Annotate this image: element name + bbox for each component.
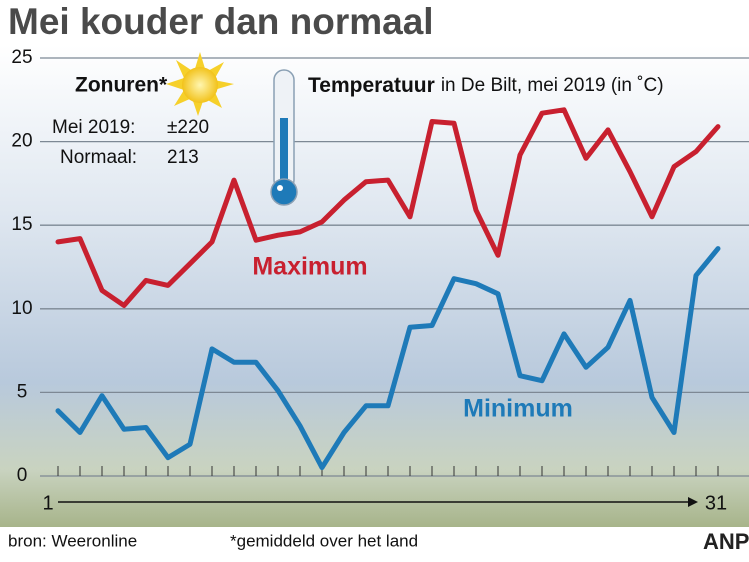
sun-icon [166, 52, 234, 116]
footnote: *gemiddeld over het land [230, 531, 418, 550]
x-tick-label: 31 [705, 492, 727, 514]
sunshine-value: ±220 [167, 117, 209, 138]
sunshine-value: 213 [167, 147, 199, 168]
legend-label: Maximum [252, 253, 367, 281]
footer-bg [0, 527, 749, 562]
subtitle-bold: Temperatuur [308, 74, 435, 97]
subtitle-rest: in De Bilt, mei 2019 (in ˚C) [441, 75, 664, 96]
y-tick-label: 10 [11, 298, 32, 319]
sunshine-label: Normaal: [60, 147, 137, 168]
x-axis-arrow [688, 497, 698, 507]
x-tick-label: 1 [42, 492, 53, 514]
y-tick-label: 5 [17, 381, 28, 402]
thermometer-icon [270, 69, 298, 206]
sunshine-label: Mei 2019: [52, 117, 135, 138]
background [0, 45, 749, 527]
sunshine-title: Zonuren* [75, 74, 168, 97]
subtitle: Temperatuur in De Bilt, mei 2019 (in ˚C) [308, 74, 664, 97]
y-tick-label: 0 [17, 465, 28, 486]
y-tick-label: 20 [11, 131, 32, 152]
y-tick-label: 15 [11, 214, 32, 235]
source: bron: Weeronline [8, 531, 137, 550]
series-line [55, 107, 721, 308]
legend-label: Minimum [463, 395, 573, 423]
series-line [55, 246, 721, 471]
chart-title: Mei kouder dan normaal [8, 1, 434, 42]
logo: ANP [703, 529, 749, 554]
y-tick-label: 25 [11, 47, 32, 68]
